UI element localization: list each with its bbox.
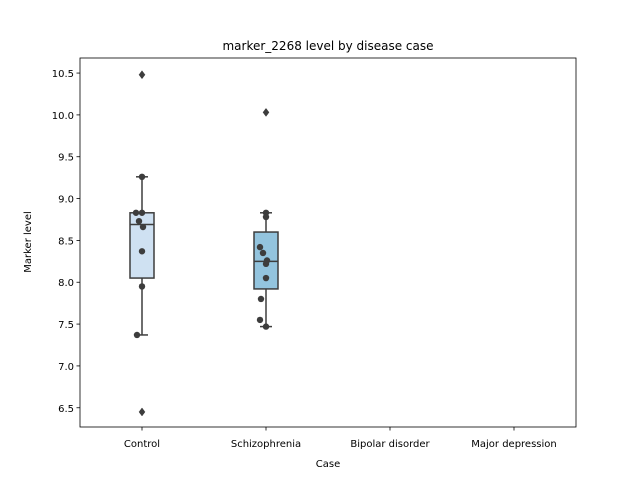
data-point — [132, 209, 140, 216]
box-group-schizophrenia — [253, 107, 279, 330]
data-point — [256, 316, 264, 324]
data-point — [256, 243, 264, 251]
x-axis-label: Case — [316, 459, 340, 470]
y-tick-label: 10.0 — [52, 111, 74, 122]
y-tick-label: 7.0 — [58, 362, 74, 373]
data-point — [135, 217, 143, 225]
data-point — [133, 331, 141, 339]
y-tick-label: 6.5 — [58, 404, 74, 415]
x-tick-label: Control — [124, 439, 160, 450]
data-point — [262, 323, 270, 330]
data-point — [138, 248, 146, 255]
data-point — [138, 209, 146, 216]
outlier-point — [138, 70, 146, 80]
box-iqr — [129, 212, 155, 279]
x-tick-label: Schizophrenia — [231, 439, 301, 450]
data-point — [138, 283, 146, 290]
data-point — [138, 173, 146, 181]
y-tick-label: 9.0 — [58, 195, 74, 206]
data-point — [139, 223, 147, 231]
y-tick-label: 10.5 — [52, 69, 74, 80]
outlier-point — [262, 107, 270, 117]
x-tick-label: Major depression — [471, 439, 557, 450]
y-tick-label: 9.5 — [58, 153, 74, 164]
y-tick-label: 7.5 — [58, 320, 74, 331]
outlier-point — [138, 407, 146, 417]
x-axis: Control Schizophrenia Bipolar disorder Majo… — [124, 427, 557, 450]
plot-area — [129, 70, 279, 417]
y-tick-label: 8.5 — [58, 236, 74, 247]
chart-title: marker_2268 level by disease case — [222, 39, 433, 53]
y-axis: 6.5 7.0 7.5 8.0 8.5 9.0 9.5 10.0 10.5 — [52, 69, 80, 415]
data-point — [257, 295, 265, 303]
x-tick-label: Bipolar disorder — [350, 439, 430, 450]
data-point — [259, 249, 267, 257]
box-group-control — [129, 70, 155, 417]
y-axis-label: Marker level — [23, 211, 34, 273]
data-point — [262, 260, 270, 268]
plot-frame — [79, 57, 577, 428]
y-tick-label: 8.0 — [58, 278, 74, 289]
data-point — [262, 213, 270, 221]
data-point — [262, 274, 270, 282]
